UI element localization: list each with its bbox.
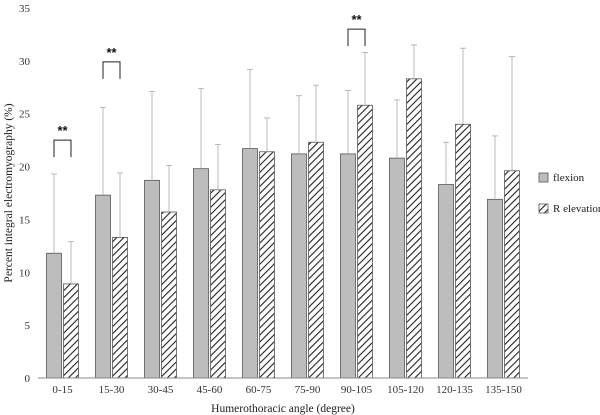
significance-label: ** [351,12,362,27]
bar-r-elevation [504,170,520,379]
y-tick-label: 35 [19,3,31,15]
y-tick-label: 25 [19,109,31,121]
y-tick-label: 5 [25,320,31,332]
bar-r-elevation [455,123,471,379]
bar-flexion [193,168,209,379]
bar-flexion [95,194,111,379]
legend-swatch-r-elevation [538,203,549,214]
x-tick-label: 30-45 [148,384,174,396]
significance-label: ** [106,45,117,60]
bar-r-elevation [406,78,422,379]
x-tick-label: 15-30 [99,384,125,396]
y-tick-label: 20 [19,162,31,174]
x-tick-label: 90-105 [341,384,373,396]
x-tick-label: 105-120 [387,384,424,396]
x-tick-label: 120-135 [436,384,473,396]
bar-r-elevation [63,283,79,379]
y-tick-label: 30 [19,56,31,68]
y-tick-label: 0 [25,373,31,385]
legend-label-flexion: flexion [553,172,585,184]
legend-swatch-flexion [538,172,549,183]
significance-bracket [102,61,121,79]
y-tick-label: 10 [19,267,31,279]
bar-r-elevation [161,211,177,379]
significance-bracket [347,28,366,47]
bar-flexion [242,148,258,379]
bar-r-elevation [357,104,373,379]
bar-flexion [144,179,160,379]
x-tick-label: 135-150 [485,384,522,396]
significance-marks: ** ** ** [53,12,366,158]
bar-r-elevation [210,189,226,379]
y-axis-title: Percent integral electromyography (%) [3,103,15,282]
bar-flexion [46,252,62,379]
y-tick-label: 15 [19,214,31,226]
bar-r-elevation [308,141,324,379]
bar-flexion [291,153,307,379]
x-tick-label: 45-60 [197,384,223,396]
significance-label: ** [57,123,68,138]
x-axis-title: Humerothoracic angle (degree) [211,403,355,415]
x-tick-label: 0-15 [52,384,73,396]
bar-flexion [487,198,503,379]
legend: flexion R elevation [538,172,600,215]
significance-bracket [53,139,72,158]
bar-r-elevation [112,236,128,379]
bar-flexion [340,153,356,379]
x-tick-label: 60-75 [246,384,272,396]
bar-r-elevation [259,151,275,379]
x-tick-label: 75-90 [295,384,321,396]
legend-label-r-elevation: R elevation [553,203,600,215]
bar-flexion [438,184,454,379]
y-axis-ticks: 0 5 10 15 20 25 30 35 [19,3,31,385]
bar-flexion [389,157,405,379]
bars [46,44,520,379]
x-axis-ticks: 0-15 15-30 30-45 45-60 60-75 75-90 90-105 105-1… [52,384,522,396]
